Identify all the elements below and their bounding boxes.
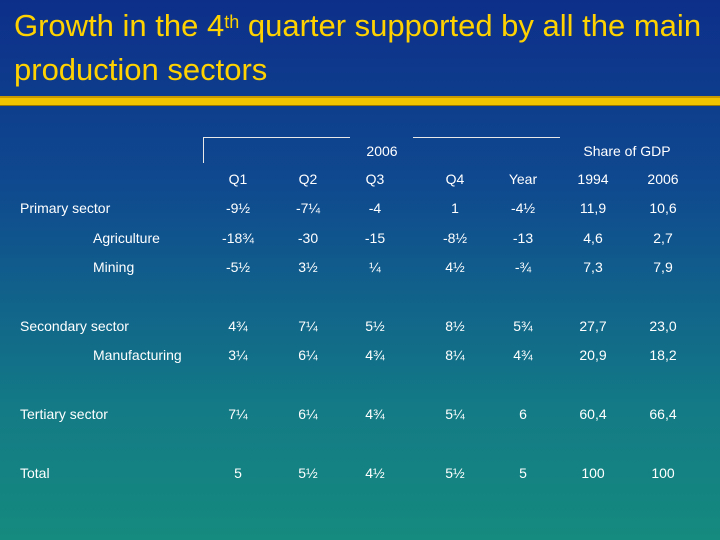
table-cell: 4¾ bbox=[228, 318, 248, 334]
table-cell: 5 bbox=[234, 465, 242, 481]
table-cell: 4¾ bbox=[365, 347, 385, 363]
table-cell: -13 bbox=[512, 230, 534, 246]
table-cell: -30 bbox=[297, 230, 319, 246]
table-cell: 4½ bbox=[365, 465, 385, 481]
table-cell: 4¾ bbox=[513, 347, 533, 363]
slide-title: Growth in the 4th quarter supported by a… bbox=[14, 8, 702, 87]
table-cell: 2,7 bbox=[653, 230, 673, 246]
table-cell: -15 bbox=[364, 230, 386, 246]
table-cell: 27,7 bbox=[579, 318, 607, 334]
table-cell: 60,4 bbox=[579, 406, 607, 422]
column-header: Q3 bbox=[365, 171, 385, 187]
table-cell: -8½ bbox=[442, 230, 468, 246]
table-cell: 100 bbox=[651, 465, 675, 481]
column-header: Year bbox=[508, 171, 538, 187]
table-cell: 23,0 bbox=[649, 318, 677, 334]
table-cell: 7,3 bbox=[583, 259, 603, 275]
row-label: Agriculture bbox=[93, 230, 160, 246]
group-header-share-of-gdp: Share of GDP bbox=[583, 143, 671, 159]
table-cell: -4½ bbox=[510, 200, 536, 216]
row-label: Tertiary sector bbox=[20, 406, 108, 422]
table-cell: 8¼ bbox=[445, 347, 465, 363]
table-cell: 66,4 bbox=[649, 406, 677, 422]
table-cell: 8½ bbox=[445, 318, 465, 334]
table-cell: 100 bbox=[581, 465, 605, 481]
header-bracket-left bbox=[203, 137, 204, 163]
table-cell: 3½ bbox=[298, 259, 318, 275]
table-cell: 4½ bbox=[445, 259, 465, 275]
column-header: Q1 bbox=[228, 171, 248, 187]
table-cell: 3¼ bbox=[228, 347, 248, 363]
table-cell: 18,2 bbox=[649, 347, 677, 363]
table-cell: ¼ bbox=[369, 259, 381, 275]
row-label: Mining bbox=[93, 259, 135, 275]
table-cell: -4 bbox=[368, 200, 382, 216]
column-header: 1994 bbox=[577, 171, 609, 187]
table-cell: -7¼ bbox=[295, 200, 321, 216]
row-label: Primary sector bbox=[20, 200, 111, 216]
column-header: Q4 bbox=[445, 171, 465, 187]
table-cell: 5½ bbox=[365, 318, 385, 334]
table-cell: -9½ bbox=[225, 200, 251, 216]
table-cell: 5½ bbox=[298, 465, 318, 481]
row-label: Secondary sector bbox=[20, 318, 129, 334]
table-cell: -¾ bbox=[514, 259, 532, 275]
column-header: 2006 bbox=[647, 171, 679, 187]
table-cell: 5¾ bbox=[513, 318, 533, 334]
row-label: Manufacturing bbox=[93, 347, 182, 363]
table-cell: 6¼ bbox=[298, 406, 318, 422]
header-bracket-line-right bbox=[413, 137, 560, 138]
table-cell: 10,6 bbox=[649, 200, 677, 216]
row-label: Total bbox=[20, 465, 50, 481]
table-cell: 5 bbox=[519, 465, 527, 481]
table-cell: 7¼ bbox=[298, 318, 318, 334]
table-cell: 5¼ bbox=[445, 406, 465, 422]
table-cell: 4¾ bbox=[365, 406, 385, 422]
table-cell: 5½ bbox=[445, 465, 465, 481]
column-header: Q2 bbox=[298, 171, 318, 187]
table-cell: 4,6 bbox=[583, 230, 603, 246]
table-cell: 1 bbox=[451, 200, 459, 216]
title-underline bbox=[0, 96, 720, 106]
table-cell: 11,9 bbox=[579, 200, 607, 216]
table-cell: 6 bbox=[519, 406, 527, 422]
table-cell: 7¼ bbox=[228, 406, 248, 422]
table-cell: -18¾ bbox=[222, 230, 254, 246]
table-cell: 20,9 bbox=[579, 347, 607, 363]
header-bracket-line-left bbox=[203, 137, 350, 138]
table-cell: 7,9 bbox=[653, 259, 673, 275]
group-header-2006: 2006 bbox=[366, 143, 398, 159]
table-cell: 6¼ bbox=[298, 347, 318, 363]
table-cell: -5½ bbox=[225, 259, 251, 275]
